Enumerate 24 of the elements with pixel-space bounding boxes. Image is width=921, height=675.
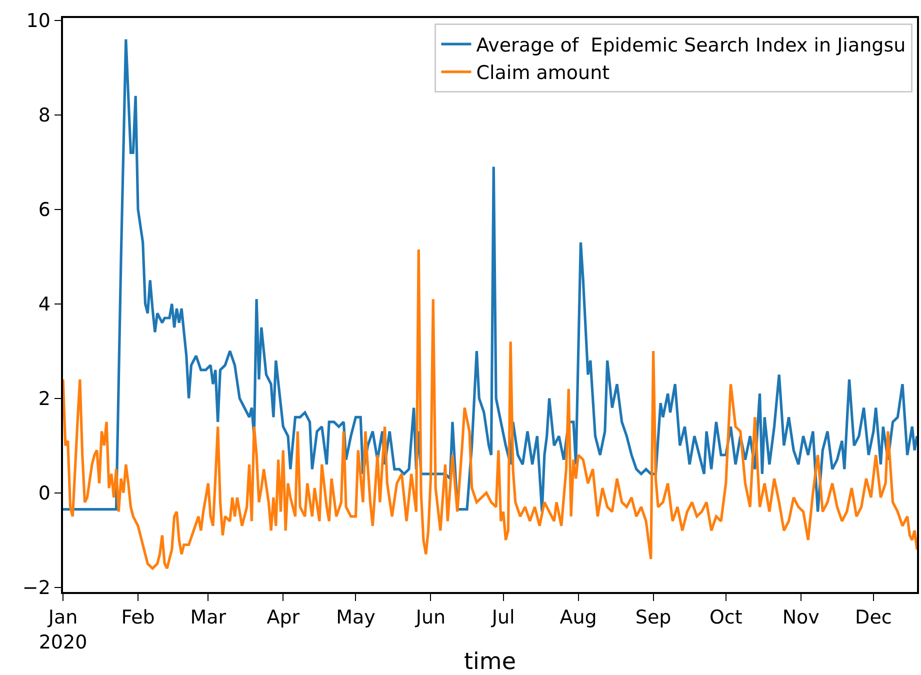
x-tick-label: Feb (121, 606, 155, 629)
y-tick-label: 4 (38, 293, 50, 316)
y-tick-label: 8 (38, 104, 50, 126)
y-tick-label: 10 (26, 10, 50, 32)
y-tick-label: 0 (38, 482, 50, 504)
line-series (63, 248, 917, 570)
line-series (63, 38, 917, 513)
x-tick-label: Dec (855, 606, 892, 629)
x-tick-label: Nov (782, 606, 820, 629)
x-tick-label: Mar (190, 606, 226, 629)
x-tick-label: Jun (414, 606, 446, 629)
x-tick-label: Apr (266, 606, 300, 629)
legend-label: Average of Epidemic Search Index in Jiangsu (476, 34, 906, 56)
y-tick-label: −2 (22, 576, 50, 599)
y-tick-label: 6 (38, 198, 50, 221)
x-tick-label: Oct (709, 606, 742, 629)
x-axis-title: time (464, 649, 516, 675)
x-tick-label: Jan 2020 (38, 606, 88, 654)
x-tick-label: May (336, 606, 376, 629)
legend-label: Claim amount (476, 62, 610, 84)
x-tick-label: Aug (560, 606, 597, 629)
x-tick-label: Sep (635, 606, 672, 629)
x-tick-label: Jul (490, 606, 515, 629)
y-tick-label: 2 (38, 388, 50, 410)
